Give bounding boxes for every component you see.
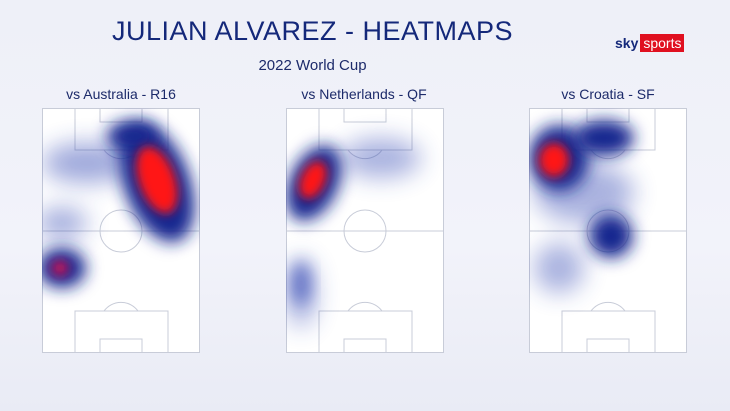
- logo-sports: sports: [640, 34, 685, 52]
- logo-sky: sky: [615, 35, 639, 51]
- heatmap-netherlands: [286, 108, 444, 353]
- page-title: JULIAN ALVAREZ - HEATMAPS: [111, 16, 514, 46]
- heatmap-australia: [42, 108, 200, 353]
- heatmap-croatia: [529, 108, 687, 353]
- match-label-netherlands: vs Netherlands - QF: [301, 86, 427, 102]
- page-subtitle: 2022 World Cup: [258, 57, 367, 74]
- sky-sports-logo: sky sports: [615, 34, 685, 52]
- heatmap-pitch-australia: [42, 108, 200, 353]
- heatmap-pitch-croatia: [529, 108, 687, 353]
- heatmap-pitch-netherlands: [286, 108, 444, 353]
- match-label-croatia: vs Croatia - SF: [561, 86, 655, 102]
- match-label-australia: vs Australia - R16: [66, 86, 176, 102]
